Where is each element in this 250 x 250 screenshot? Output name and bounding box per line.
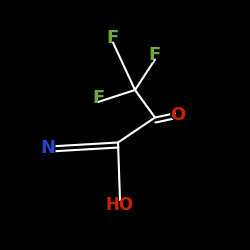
Text: O: O [168,105,188,125]
Text: F: F [148,46,162,66]
Text: F: F [107,29,119,47]
Text: N: N [39,138,57,158]
Text: O: O [170,106,186,124]
Text: HO: HO [102,195,138,215]
Text: F: F [90,88,106,108]
Text: F: F [149,46,161,64]
Text: HO: HO [106,196,134,214]
Text: F: F [92,89,104,107]
Text: N: N [40,139,56,157]
Text: F: F [106,28,120,48]
